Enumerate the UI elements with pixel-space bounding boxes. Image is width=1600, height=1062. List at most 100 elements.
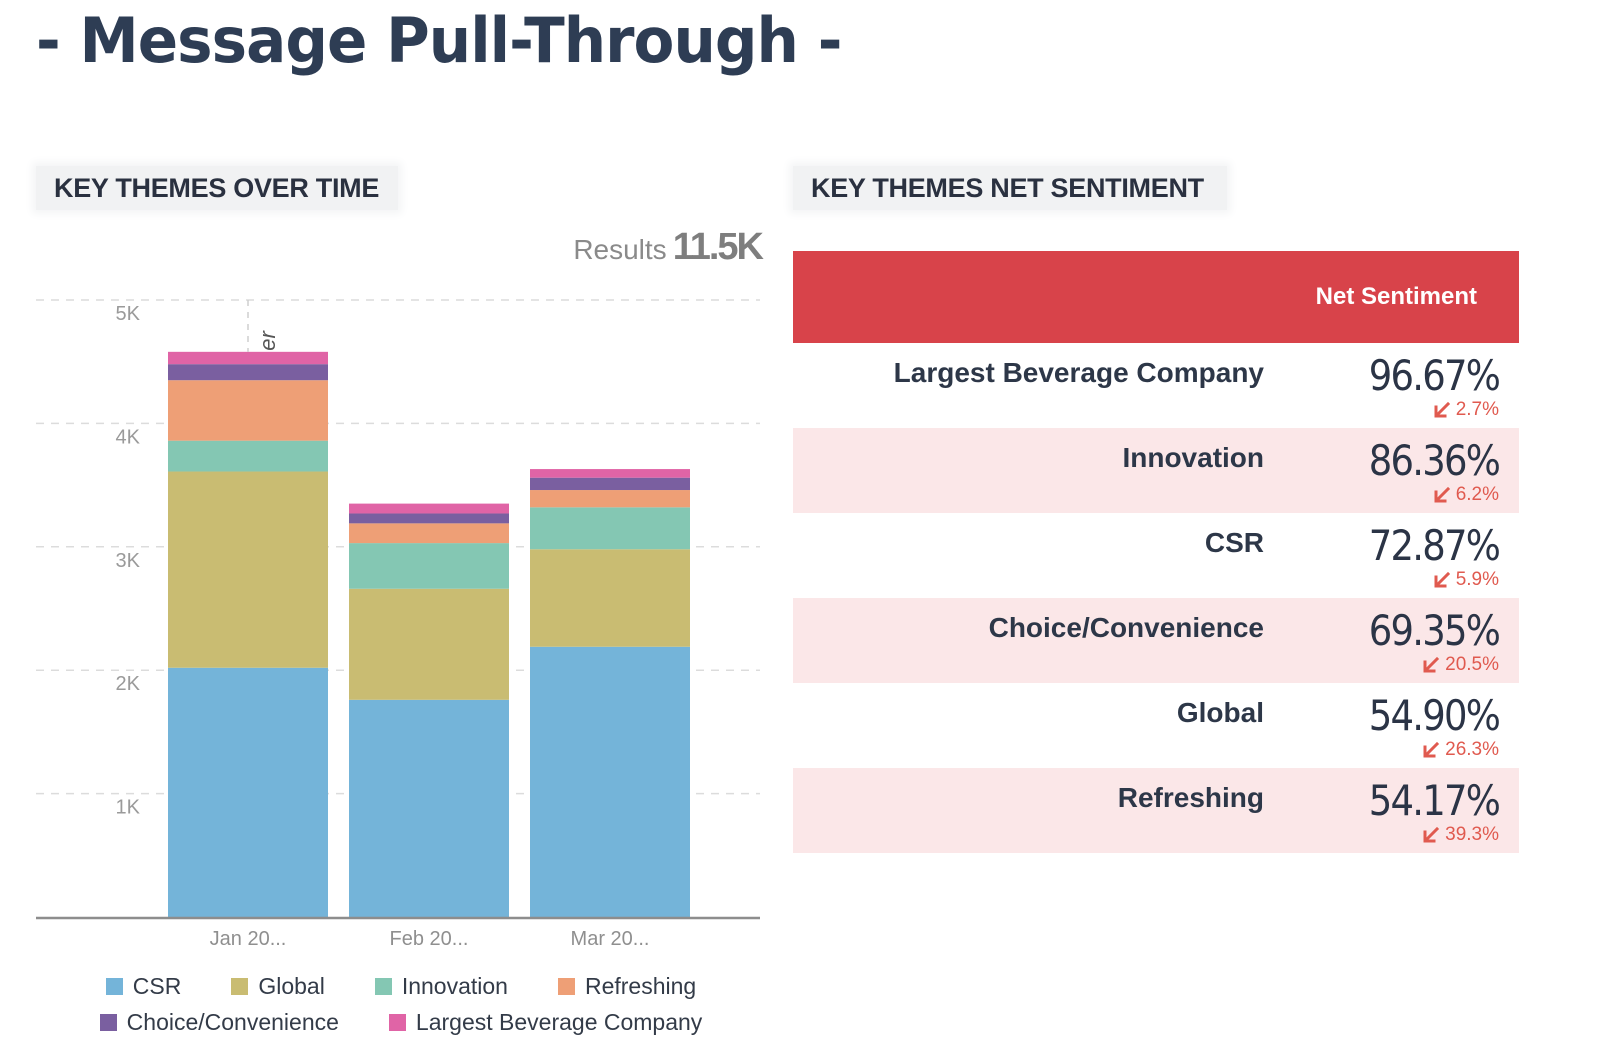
net-sentiment-table: Net Sentiment Largest Beverage Company 96… — [793, 251, 1519, 853]
legend-label: Refreshing — [584, 972, 697, 999]
legend-label: Innovation — [401, 972, 508, 999]
table-row[interactable]: Largest Beverage Company 96.67% 2.7% — [793, 343, 1519, 428]
theme-label: Global — [1176, 697, 1264, 728]
legend-label: CSR — [132, 972, 182, 999]
change-indicator: 2.7% — [1434, 399, 1499, 421]
bar-segment[interactable] — [349, 523, 509, 544]
legend-row: Choice/Convenience Largest Beverage Compa… — [36, 1004, 766, 1040]
change-indicator: 20.5% — [1423, 654, 1499, 676]
bar-segment[interactable] — [349, 699, 509, 917]
legend-item[interactable]: Largest Beverage Company — [388, 1008, 703, 1036]
bar-segment[interactable] — [530, 507, 690, 550]
change-indicator: 5.9% — [1434, 569, 1499, 591]
bar-segment[interactable] — [168, 471, 328, 668]
column-header-net-sentiment[interactable]: Net Sentiment — [1315, 283, 1477, 310]
legend-swatch-icon — [231, 977, 249, 995]
theme-label: Innovation — [1122, 442, 1264, 473]
legend-item[interactable]: CSR — [105, 972, 182, 1000]
legend-label: Largest Beverage Company — [415, 1008, 703, 1035]
legend-row: CSR Global Innovation Refreshing — [36, 968, 766, 1004]
change-value: 6.2% — [1455, 484, 1499, 505]
results-label: Results — [573, 234, 667, 265]
tooltip-fragment: er — [254, 331, 280, 351]
key-themes-over-time-header: KEY THEMES OVER TIME — [36, 166, 398, 210]
y-tick-label: 2K — [116, 673, 141, 695]
table-row[interactable]: Refreshing 54.17% 39.3% — [793, 768, 1519, 853]
legend-item[interactable]: Choice/Convenience — [99, 1008, 339, 1036]
y-tick-label: 3K — [116, 550, 141, 572]
net-sentiment-value: 54.17% — [1368, 776, 1501, 825]
bar-segment[interactable] — [168, 440, 328, 472]
arrow-down-left-icon — [1423, 827, 1440, 843]
arrow-down-left-icon — [1434, 402, 1450, 418]
legend-swatch-icon — [374, 977, 392, 995]
theme-label: CSR — [1204, 527, 1264, 558]
change-value: 26.3% — [1445, 739, 1499, 760]
chart-legend: CSR Global Innovation Refreshing Choice/Con… — [36, 968, 766, 1040]
bar-stack[interactable] — [530, 469, 690, 917]
arrow-down-left-icon — [1423, 657, 1440, 673]
table-row[interactable]: Global 54.90% 26.3% — [793, 683, 1519, 768]
bar-segment[interactable] — [349, 513, 509, 524]
bar-stack[interactable] — [349, 503, 509, 917]
bar-segment[interactable] — [168, 667, 328, 917]
bar-segment[interactable] — [530, 477, 690, 491]
section-title: KEY THEMES NET SENTIMENT — [811, 172, 1204, 203]
legend-item[interactable]: Global — [231, 972, 325, 1000]
change-indicator: 39.3% — [1423, 824, 1499, 846]
theme-label: Choice/Convenience — [988, 612, 1264, 643]
key-themes-net-sentiment-header: KEY THEMES NET SENTIMENT — [793, 166, 1227, 210]
legend-item[interactable]: Innovation — [374, 972, 508, 1000]
net-sentiment-value: 86.36% — [1368, 436, 1501, 485]
net-sentiment-value: 54.90% — [1368, 691, 1501, 740]
table-row[interactable]: Choice/Convenience 69.35% 20.5% — [793, 598, 1519, 683]
y-tick-label: 5K — [116, 303, 141, 325]
bar-segment[interactable] — [168, 364, 328, 381]
bar-segment[interactable] — [168, 380, 328, 441]
bar-segment[interactable] — [530, 469, 690, 478]
bar-segment[interactable] — [530, 549, 690, 647]
page-title: - Message Pull-Through - — [36, 4, 842, 77]
bar-segment[interactable] — [530, 646, 690, 917]
change-value: 39.3% — [1445, 824, 1499, 845]
table-body: Largest Beverage Company 96.67% 2.7% Innova… — [793, 343, 1519, 853]
results-summary: Results 11.5K — [573, 226, 764, 269]
change-value: 5.9% — [1455, 569, 1499, 590]
table-row[interactable]: CSR 72.87% 5.9% — [793, 513, 1519, 598]
legend-item[interactable]: Refreshing — [557, 972, 697, 1000]
net-sentiment-value: 69.35% — [1368, 606, 1501, 655]
y-tick-label: 1K — [116, 797, 141, 819]
legend-swatch-icon — [557, 977, 575, 995]
net-sentiment-value: 72.87% — [1368, 521, 1501, 570]
x-tick-label: Feb 20... — [390, 928, 469, 950]
legend-label: Choice/Convenience — [126, 1008, 339, 1035]
bar-stack[interactable] — [168, 351, 328, 917]
bar-segment[interactable] — [168, 351, 328, 365]
arrow-down-left-icon — [1434, 572, 1450, 588]
bar-segment[interactable] — [349, 543, 509, 589]
section-title: KEY THEMES OVER TIME — [54, 172, 380, 203]
arrow-down-left-icon — [1434, 487, 1450, 503]
net-sentiment-value: 96.67% — [1368, 351, 1501, 400]
legend-swatch-icon — [105, 977, 123, 995]
results-value: 11.5K — [672, 226, 764, 268]
legend-swatch-icon — [388, 1013, 406, 1031]
legend-swatch-icon — [99, 1013, 117, 1031]
theme-label: Refreshing — [1117, 782, 1264, 813]
change-value: 2.7% — [1455, 399, 1499, 420]
bar-segment[interactable] — [530, 490, 690, 508]
table-row[interactable]: Innovation 86.36% 6.2% — [793, 428, 1519, 513]
change-value: 20.5% — [1445, 654, 1499, 675]
stacked-bar-chart: 1K 2K 3K 4K 5K Jan 20... Feb 20... Mar 20... — [36, 299, 760, 950]
change-indicator: 26.3% — [1423, 739, 1499, 761]
bar-segment[interactable] — [349, 588, 509, 700]
y-tick-label: 4K — [116, 426, 141, 448]
bar-segment[interactable] — [349, 503, 509, 514]
x-tick-label: Mar 20... — [571, 928, 650, 950]
arrow-down-left-icon — [1423, 742, 1440, 758]
table-header: Net Sentiment — [793, 251, 1519, 343]
x-tick-label: Jan 20... — [210, 928, 287, 950]
change-indicator: 6.2% — [1434, 484, 1499, 506]
theme-label: Largest Beverage Company — [893, 357, 1264, 388]
legend-label: Global — [258, 972, 325, 999]
